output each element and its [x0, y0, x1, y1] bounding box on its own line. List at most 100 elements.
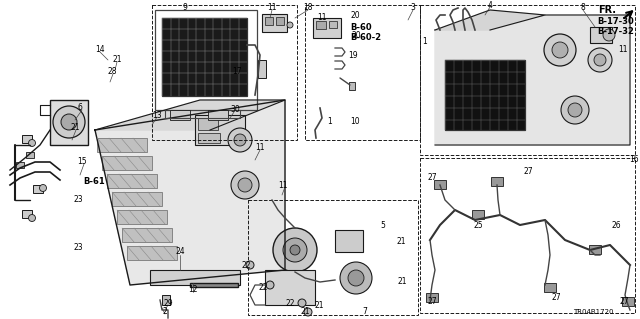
Text: 10: 10 [350, 117, 360, 127]
Text: 6: 6 [77, 103, 83, 113]
Bar [329, 21, 337, 28]
Text: 3: 3 [411, 4, 415, 12]
Circle shape [61, 114, 77, 130]
Text: 11: 11 [255, 144, 265, 152]
Bar [122, 228, 172, 242]
Text: 11: 11 [618, 46, 628, 55]
Bar [16, 162, 24, 168]
Bar [265, 270, 315, 305]
Text: 22: 22 [241, 261, 251, 270]
Text: 21: 21 [70, 123, 80, 132]
Bar [248, 200, 418, 315]
Text: B-17-32: B-17-32 [597, 26, 634, 35]
Bar [420, 5, 635, 155]
Text: 18: 18 [303, 4, 313, 12]
Bar [22, 210, 32, 218]
Text: 22: 22 [285, 299, 295, 308]
Circle shape [40, 184, 47, 191]
Bar [190, 283, 238, 287]
Text: 20: 20 [350, 11, 360, 20]
Circle shape [287, 22, 293, 28]
Text: 28: 28 [108, 68, 116, 77]
Bar [117, 210, 167, 224]
Bar [97, 138, 147, 152]
Bar [276, 17, 284, 25]
Text: 21: 21 [397, 278, 407, 286]
Text: FR.: FR. [598, 5, 616, 15]
Bar [258, 60, 266, 78]
Bar [420, 158, 635, 313]
Text: B-61: B-61 [83, 177, 105, 187]
Bar [107, 174, 157, 188]
Text: 17: 17 [232, 68, 242, 77]
Text: 11: 11 [317, 13, 327, 23]
Text: 8: 8 [580, 4, 586, 12]
Bar [589, 245, 601, 254]
Polygon shape [435, 10, 545, 30]
Text: 4: 4 [488, 1, 492, 10]
Circle shape [29, 139, 35, 146]
Circle shape [340, 262, 372, 294]
Text: 27: 27 [619, 298, 629, 307]
Text: 27: 27 [551, 293, 561, 302]
Text: 13: 13 [152, 110, 162, 120]
Text: 5: 5 [381, 220, 385, 229]
Bar [162, 295, 170, 305]
Text: 24: 24 [175, 248, 185, 256]
Bar [426, 293, 438, 302]
Polygon shape [95, 100, 285, 130]
Bar [152, 5, 297, 140]
Bar [198, 118, 218, 130]
Bar [198, 133, 220, 143]
Bar [349, 82, 355, 90]
Text: 11: 11 [268, 4, 276, 12]
Text: 27: 27 [427, 298, 437, 307]
Polygon shape [435, 15, 630, 145]
Text: TR04B1720: TR04B1720 [573, 309, 614, 315]
Bar [162, 18, 247, 96]
Text: 25: 25 [473, 220, 483, 229]
Text: B-60-2: B-60-2 [350, 33, 381, 42]
Circle shape [298, 299, 306, 307]
Circle shape [266, 281, 274, 289]
Bar [622, 297, 634, 306]
Text: 30: 30 [230, 106, 240, 115]
Bar [155, 10, 257, 110]
Circle shape [53, 106, 85, 138]
Text: 21: 21 [396, 238, 406, 247]
Circle shape [231, 171, 259, 199]
Circle shape [603, 29, 615, 41]
Bar [305, 5, 420, 140]
Text: 20: 20 [351, 31, 361, 40]
Bar [50, 100, 88, 145]
Bar [590, 27, 612, 43]
Circle shape [561, 96, 589, 124]
Text: 14: 14 [95, 46, 105, 55]
Bar [150, 270, 240, 285]
Text: 21: 21 [300, 308, 310, 316]
Bar [262, 14, 287, 32]
Circle shape [234, 134, 246, 146]
Text: 27: 27 [523, 167, 533, 176]
Bar [434, 180, 446, 189]
Text: 1: 1 [328, 117, 332, 127]
Text: 27: 27 [427, 174, 437, 182]
Bar [316, 21, 326, 29]
Bar [544, 283, 556, 292]
Bar [102, 156, 152, 170]
Text: 29: 29 [163, 299, 173, 308]
Bar [472, 210, 484, 219]
Bar [445, 60, 525, 130]
Text: 21: 21 [112, 56, 122, 64]
Bar [33, 185, 43, 193]
Text: 21: 21 [314, 300, 324, 309]
Circle shape [29, 214, 35, 221]
Circle shape [283, 238, 307, 262]
Bar [491, 177, 503, 186]
Text: 7: 7 [363, 308, 367, 316]
Bar [112, 192, 162, 206]
Bar [170, 110, 190, 120]
Text: 23: 23 [73, 196, 83, 204]
Text: 26: 26 [611, 220, 621, 229]
Circle shape [304, 308, 312, 316]
